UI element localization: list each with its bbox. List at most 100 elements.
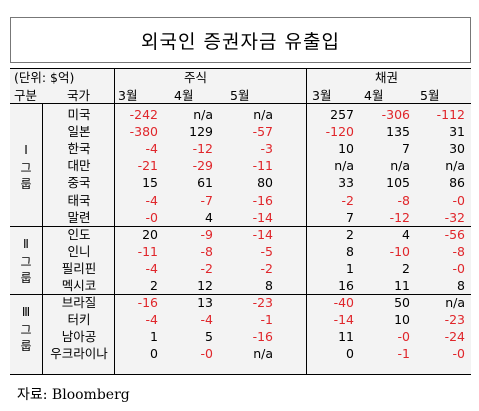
table-cell: 20 xyxy=(142,226,158,242)
table-cell: -0 xyxy=(200,346,213,362)
group-label-char: 룹 xyxy=(20,176,32,191)
table-cell: -23 xyxy=(444,312,465,328)
group-label-char: Ⅱ xyxy=(23,236,29,251)
table-cell: -4 xyxy=(145,141,158,157)
group-separator xyxy=(10,226,471,227)
table-cell: 2 xyxy=(150,278,158,293)
page-title: 외국인 증권자금 유출입 xyxy=(141,30,340,53)
table-cell: -3 xyxy=(260,141,273,157)
table-cell: -120 xyxy=(325,124,354,140)
row-country: 태국 xyxy=(67,192,91,208)
table-cell: 11 xyxy=(338,329,354,345)
table-cell: n/a xyxy=(334,158,354,174)
table-cell: 8 xyxy=(265,278,273,293)
table-cell: -2 xyxy=(200,260,213,276)
table-top-rule xyxy=(10,68,471,69)
table-cell: 7 xyxy=(346,209,354,225)
table-cell: -5 xyxy=(260,243,273,259)
table-cell: -9 xyxy=(200,226,213,242)
table-cell: -16 xyxy=(137,295,158,311)
table-cell: 1 xyxy=(346,260,354,276)
group-column-divider xyxy=(42,104,43,374)
table-cell: 0 xyxy=(150,346,158,362)
table-cell: -4 xyxy=(200,312,213,328)
table-cell: 33 xyxy=(338,175,354,191)
table-cell: 135 xyxy=(386,124,410,140)
table-cell: n/a xyxy=(253,107,273,122)
column-divider xyxy=(114,68,115,374)
table-cell: 80 xyxy=(257,175,273,191)
row-country: 인도 xyxy=(67,226,91,242)
table-cell: 8 xyxy=(346,243,354,259)
table-cell: -1 xyxy=(397,346,410,362)
row-country: 중국 xyxy=(67,175,91,191)
row-country: 인니 xyxy=(67,243,91,259)
group-label-char: 그 xyxy=(20,254,32,269)
table-cell: 13 xyxy=(197,295,213,311)
table-cell: -0 xyxy=(452,260,465,276)
row-country: 한국 xyxy=(67,141,91,157)
table-cell: 5 xyxy=(205,329,213,345)
header-bottom-rule xyxy=(10,103,471,104)
table-cell: 2 xyxy=(402,260,410,276)
table-cell: -4 xyxy=(145,312,158,328)
table-cell: 86 xyxy=(449,175,465,191)
table-cell: 129 xyxy=(189,124,213,140)
table-cell: -380 xyxy=(129,124,158,140)
table-cell: -0 xyxy=(452,192,465,208)
header-stocks-month-5: 5월 xyxy=(230,88,250,103)
group-label-char: Ⅲ xyxy=(21,305,31,320)
table-cell: -21 xyxy=(137,158,158,174)
table-cell: -12 xyxy=(389,209,410,225)
table-cell: 61 xyxy=(197,175,213,191)
header-stocks: 주식 xyxy=(184,70,208,85)
row-country: 필리핀 xyxy=(61,260,97,276)
table-cell: -11 xyxy=(252,158,273,174)
table-cell: -8 xyxy=(397,192,410,208)
table-cell: -242 xyxy=(129,107,158,122)
table-cell: 30 xyxy=(449,141,465,157)
table-cell: 0 xyxy=(346,346,354,362)
table-cell: -32 xyxy=(444,209,465,225)
title-box: 외국인 증권자금 유출입 xyxy=(10,17,471,63)
table-cell: -12 xyxy=(192,141,213,157)
header-bonds: 채권 xyxy=(375,70,399,85)
table-cell: -1 xyxy=(260,312,273,328)
table-cell: n/a xyxy=(253,346,273,362)
table-cell: 15 xyxy=(142,175,158,191)
table-cell: -4 xyxy=(145,260,158,276)
table-cell: 105 xyxy=(386,175,410,191)
table-cell: 257 xyxy=(330,107,354,122)
table-cell: 12 xyxy=(197,278,213,293)
table-cell: -0 xyxy=(145,209,158,225)
table-cell: -29 xyxy=(192,158,213,174)
table-cell: 7 xyxy=(402,141,410,157)
group-label-char: Ⅰ xyxy=(24,142,28,157)
table-cell: -14 xyxy=(333,312,354,328)
table-cell: 31 xyxy=(449,124,465,140)
row-country: 터키 xyxy=(67,312,91,328)
table-cell: 50 xyxy=(394,295,410,311)
table-cell: 10 xyxy=(394,312,410,328)
table-cell: -112 xyxy=(436,107,465,122)
table-cell: -14 xyxy=(252,209,273,225)
group-label-char: 그 xyxy=(20,323,32,338)
group-separator xyxy=(10,294,471,295)
table-cell: -0 xyxy=(397,329,410,345)
table-cell: 16 xyxy=(338,278,354,293)
table-cell: -306 xyxy=(381,107,410,122)
table-cell: 2 xyxy=(346,226,354,242)
table-cell: -24 xyxy=(444,329,465,345)
header-stocks-month-3: 3월 xyxy=(118,88,138,103)
table-cell: -0 xyxy=(452,346,465,362)
table-cell: 11 xyxy=(394,278,410,293)
table-cell: 4 xyxy=(402,226,410,242)
unit-label: (단위: $억) xyxy=(14,70,75,85)
data-table xyxy=(10,68,471,375)
table-cell: -57 xyxy=(252,124,273,140)
table-cell: 1 xyxy=(150,329,158,345)
table-cell: 4 xyxy=(205,209,213,225)
table-cell: -2 xyxy=(260,260,273,276)
header-stocks-month-4: 4월 xyxy=(174,88,194,103)
group-label-char: 그 xyxy=(20,160,32,175)
